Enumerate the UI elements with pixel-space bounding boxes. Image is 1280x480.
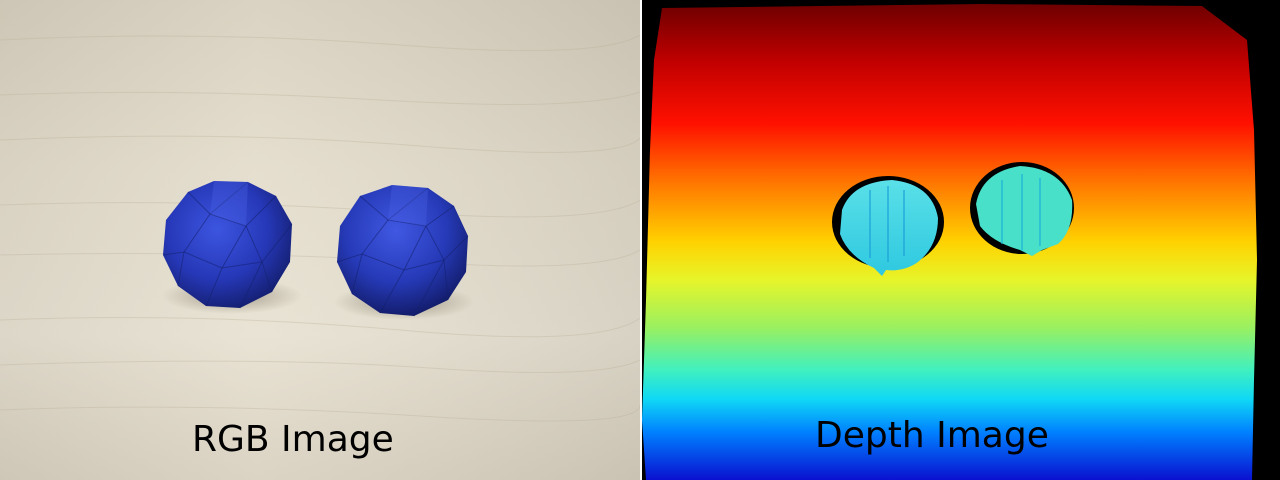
table-shading (0, 0, 640, 480)
depth-object-left (832, 176, 944, 276)
blue-ball-right (336, 185, 469, 317)
rgb-photo (0, 0, 640, 480)
rgb-image-caption: RGB Image (192, 419, 394, 460)
wood-grain (0, 34, 640, 422)
rgb-image-panel: RGB Image (0, 0, 640, 480)
depth-object-right (970, 162, 1074, 256)
panel-divider (640, 0, 642, 480)
depth-image-caption: Depth Image (815, 415, 1049, 456)
blue-ball-left (162, 181, 293, 309)
depth-map (642, 0, 1280, 480)
depth-image-panel: Depth Image (642, 0, 1280, 480)
depth-gradient-region (642, 4, 1257, 480)
